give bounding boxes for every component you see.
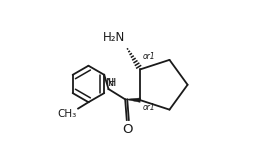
Text: H₂N: H₂N	[103, 32, 125, 44]
Text: or1: or1	[143, 103, 156, 112]
Text: O: O	[123, 123, 133, 136]
Polygon shape	[125, 98, 140, 102]
Text: CH₃: CH₃	[58, 109, 77, 119]
Text: H: H	[108, 78, 116, 88]
Text: or1: or1	[143, 52, 155, 61]
Text: N: N	[106, 78, 114, 88]
